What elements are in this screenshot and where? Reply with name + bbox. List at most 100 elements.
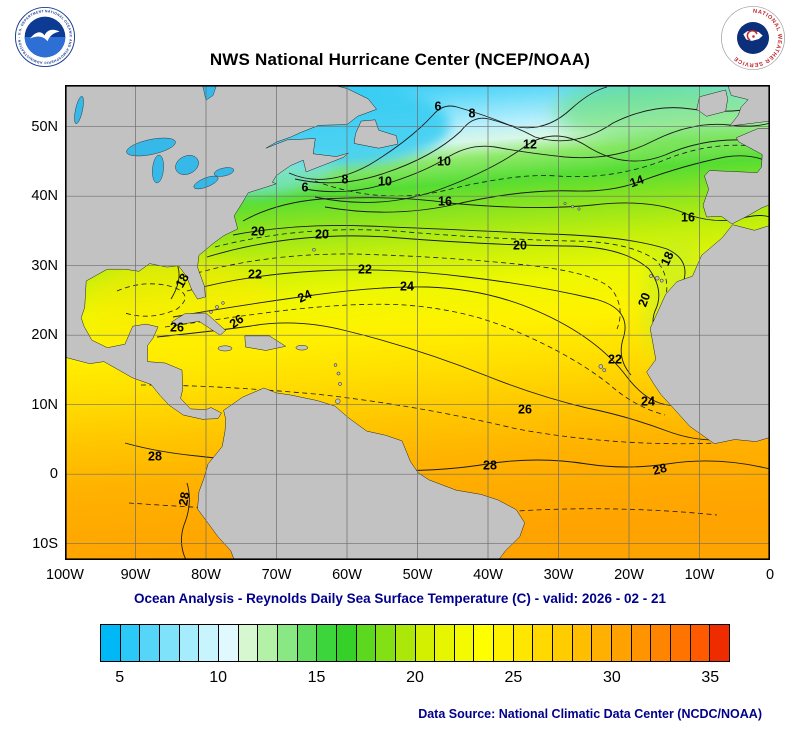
colorbar-cell xyxy=(317,625,337,661)
contour-label: 26 xyxy=(170,320,184,334)
colorbar-cell xyxy=(120,625,141,661)
contour-label: 22 xyxy=(248,267,262,281)
contour-label: 8 xyxy=(342,172,349,186)
colorbar-cell xyxy=(690,625,711,661)
colorbar-cell xyxy=(612,625,632,661)
contour-label: 14 xyxy=(628,172,646,190)
island-azores xyxy=(570,204,575,209)
colorbar-tick-label: 35 xyxy=(701,669,720,686)
colorbar-cell xyxy=(218,625,239,661)
page-title: NWS National Hurricane Center (NCEP/NOAA… xyxy=(209,50,591,69)
colorbar-tick-label: 25 xyxy=(504,669,523,686)
lon-tick-label: 70W xyxy=(261,567,292,583)
island-jamaica xyxy=(217,345,233,352)
land-africa xyxy=(646,224,770,444)
island-bermuda xyxy=(312,247,316,252)
island-lesser-antilles xyxy=(336,371,341,376)
contour-label: 6 xyxy=(435,99,442,113)
contour-label: 28 xyxy=(483,458,497,472)
contour-label: 26 xyxy=(227,312,246,331)
contour-label: 16 xyxy=(681,210,695,224)
colorbar-tick-label: 5 xyxy=(115,669,125,686)
colorbar-cell xyxy=(140,625,160,661)
contour-label: 28 xyxy=(148,449,162,463)
colorbar-cell xyxy=(494,625,514,661)
land-ireland xyxy=(696,89,728,117)
data-source-note: Data Source: National Climatic Data Cent… xyxy=(418,707,762,721)
lake-superior xyxy=(126,137,176,157)
contour-label: 28 xyxy=(651,461,668,478)
nws-cyclone-icon xyxy=(746,30,758,41)
island-puerto-rico xyxy=(295,345,309,351)
island-bahamas xyxy=(209,310,213,314)
contour-label: 20 xyxy=(513,238,527,252)
contour-label: 16 xyxy=(438,194,452,208)
lake-michigan xyxy=(152,154,164,184)
colorbar-cell xyxy=(533,625,554,661)
lat-tick-label: 20N xyxy=(31,327,58,344)
contour-label: 22 xyxy=(358,262,372,276)
lat-tick-label: 10S xyxy=(32,535,58,552)
lon-tick-label: 20W xyxy=(614,567,644,583)
island-canaries xyxy=(654,275,660,281)
colorbar-cell xyxy=(671,625,691,661)
contour-label: 6 xyxy=(302,180,309,194)
island-cape-verde xyxy=(602,368,607,372)
lon-tick-label: 50W xyxy=(402,567,433,583)
colorbar-cell xyxy=(651,625,672,661)
colorbar-cell xyxy=(376,625,396,661)
contour-label: 20 xyxy=(635,291,653,309)
lon-tick-label: 60W xyxy=(332,567,362,583)
colorbar-cell xyxy=(513,625,534,661)
colorbar-cell xyxy=(199,625,219,661)
colorbar-cell xyxy=(415,625,436,661)
lon-tick-label: 10W xyxy=(684,567,715,583)
colorbar-cell xyxy=(336,625,357,661)
lake-huron xyxy=(175,155,199,175)
lake-ontario xyxy=(213,167,235,177)
island-lesser-antilles xyxy=(333,363,338,367)
noaa-logo: NATIONAL OCEANIC AND ATMOSPHERIC ADMINIS… xyxy=(14,6,76,68)
contour-label: 24 xyxy=(295,287,314,306)
contour-label: 20 xyxy=(251,224,265,238)
colorbar-cell xyxy=(277,625,298,661)
colorbar-cell xyxy=(454,625,475,661)
colorbar-tick-label: 30 xyxy=(602,669,621,686)
map-subtitle: Ocean Analysis - Reynolds Daily Sea Surf… xyxy=(134,591,666,606)
lat-tick-label: 30N xyxy=(31,257,58,274)
island-cuba xyxy=(170,312,227,336)
lon-tick-label: 100W xyxy=(46,567,84,583)
contour-label: 28 xyxy=(176,491,192,507)
colorbar xyxy=(100,624,730,662)
contour-label-layer: 6 8 12 10 6 8 10 16 14 16 20 20 20 18 18 22 22 24 24 20 26 26… xyxy=(148,99,695,507)
contour-label: 22 xyxy=(608,352,622,366)
colorbar-cell xyxy=(179,625,200,661)
land-iberia-france xyxy=(702,127,770,225)
lon-tick-label: 40W xyxy=(473,567,503,583)
contour-label: 26 xyxy=(518,402,532,416)
colorbar-cell xyxy=(553,625,573,661)
colorbar-cell xyxy=(238,625,259,661)
island-azores xyxy=(563,202,567,205)
colorbar-cell xyxy=(710,625,729,661)
lat-tick-label: 10N xyxy=(31,396,58,413)
contour-label: 10 xyxy=(437,154,451,168)
lake-winnipeg xyxy=(74,96,84,124)
colorbar-cell xyxy=(474,625,495,661)
map-frame xyxy=(65,85,770,560)
island-bahamas xyxy=(215,305,219,309)
island-azores xyxy=(577,207,581,211)
lakes xyxy=(74,85,235,190)
contour-label: 8 xyxy=(469,106,476,120)
island-hispaniola xyxy=(244,335,287,351)
land-britain xyxy=(727,85,770,127)
colorbar-cell xyxy=(258,625,278,661)
lon-tick-label: 80W xyxy=(191,567,221,583)
nws-cyclone-eye xyxy=(752,35,755,38)
colorbar-cell xyxy=(395,625,416,661)
lat-tick-label: 50N xyxy=(31,118,58,135)
contour-label: 20 xyxy=(315,227,329,241)
colorbar-cell xyxy=(572,625,593,661)
island-bahamas xyxy=(221,301,225,305)
noaa-lower-half xyxy=(24,37,66,58)
